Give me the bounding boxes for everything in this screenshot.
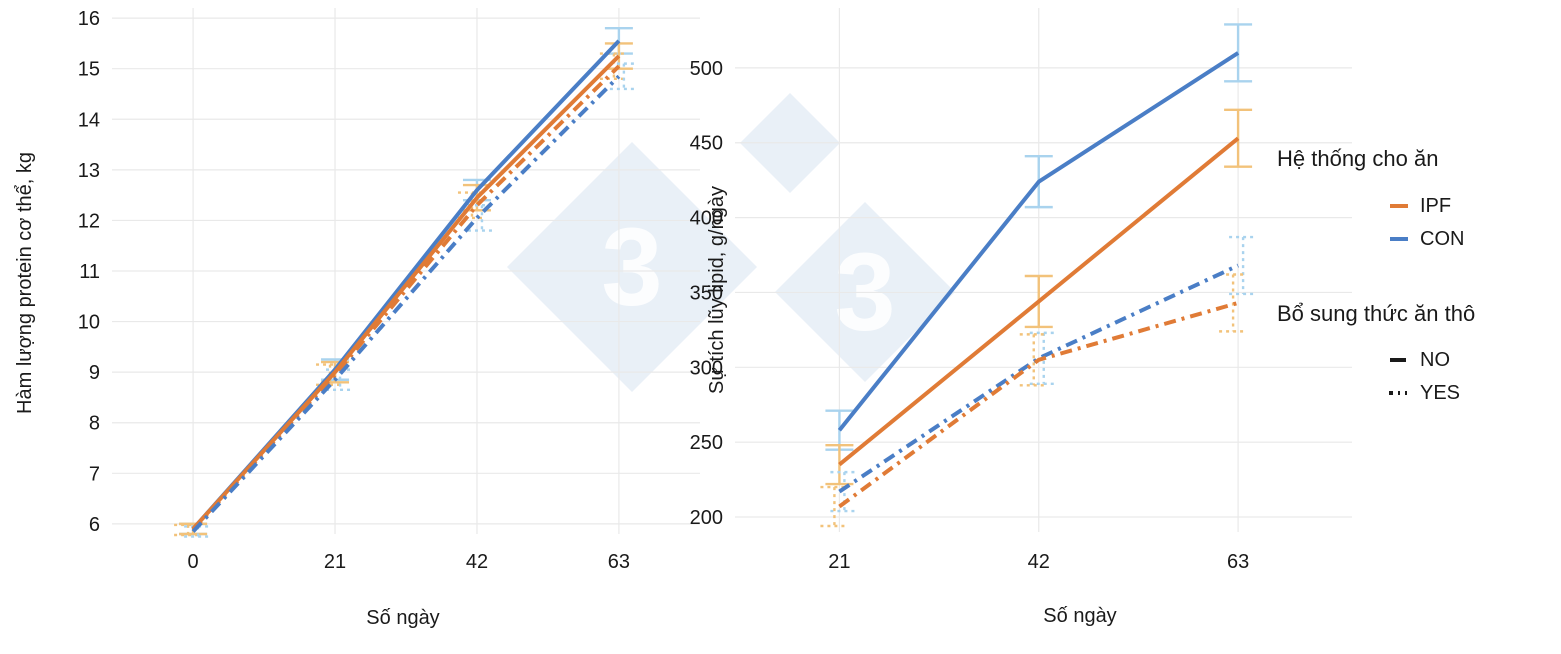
protein-lines <box>191 39 621 533</box>
protein-series-line-ipf-no <box>191 54 621 531</box>
lipid-y-tick-label: 350 <box>690 282 723 304</box>
protein-y-tick-label: 6 <box>89 514 100 536</box>
lipid-y-tick-label: 400 <box>690 208 723 230</box>
legend: Hệ thống cho ăn IPF CON Bổ sung thức ăn … <box>1277 146 1475 404</box>
lipid-lines <box>837 51 1240 509</box>
protein-x-ticks: 0 21 42 63 <box>188 551 630 573</box>
lipid-x-tick-label: 42 <box>1028 551 1050 573</box>
protein-y-tick-label: 10 <box>78 312 100 334</box>
lipid-series-line-con-yes <box>838 263 1239 494</box>
lipid-series-line-con-no <box>837 51 1240 432</box>
legend-feeding-title: Hệ thống cho ăn <box>1277 146 1438 171</box>
lipid-y-tick-label: 300 <box>690 357 723 379</box>
protein-x-tick-label: 42 <box>466 551 488 573</box>
legend-yes-label: YES <box>1420 382 1460 404</box>
lipid-chart: 200 250 300 350 400 450 500 21 42 63 Số ngày Sự … <box>690 8 1352 627</box>
lipid-y-tick-label: 500 <box>690 58 723 80</box>
lipid-y-axis-title: Sự tích lũy lipid, g/ngày <box>706 186 728 394</box>
lipid-x-tick-label: 21 <box>828 551 850 573</box>
legend-roughage-title: Bổ sung thức ăn thô <box>1277 301 1475 326</box>
legend-no-label: NO <box>1420 349 1450 371</box>
lipid-x-axis-title: Số ngày <box>1043 605 1116 627</box>
protein-y-tick-label: 7 <box>89 463 100 485</box>
protein-y-tick-label: 13 <box>78 160 100 182</box>
protein-y-tick-label: 16 <box>78 8 100 30</box>
protein-y-tick-label: 12 <box>78 210 100 232</box>
lipid-grid <box>735 8 1352 532</box>
lipid-y-tick-label: 450 <box>690 133 723 155</box>
protein-y-axis-title: Hàm lượng protein cơ thể, kg <box>14 152 36 414</box>
legend-ipf-label: IPF <box>1420 195 1451 217</box>
protein-y-tick-label: 9 <box>89 362 100 384</box>
watermark: 3 3 <box>507 93 955 392</box>
protein-y-tick-label: 11 <box>79 261 100 283</box>
lipid-x-ticks: 21 42 63 <box>828 551 1249 573</box>
lipid-y-tick-label: 250 <box>690 432 723 454</box>
protein-y-tick-label: 15 <box>78 59 100 81</box>
lipid-y-tick-label: 200 <box>690 507 723 529</box>
protein-chart: 6 7 8 9 10 11 12 13 14 15 16 0 21 42 63 Số ngày Hàm l… <box>14 8 700 629</box>
protein-x-axis-title: Số ngày <box>366 607 439 629</box>
protein-x-tick-label: 21 <box>324 551 346 573</box>
protein-x-tick-label: 0 <box>188 551 199 573</box>
lipid-x-tick-label: 63 <box>1227 551 1249 573</box>
watermark-diamond <box>507 142 757 392</box>
lipid-y-ticks: 200 250 300 350 400 450 500 <box>690 58 723 529</box>
protein-series-line-con-yes <box>191 74 621 533</box>
protein-x-tick-label: 63 <box>608 551 630 573</box>
lipid-series-line-ipf-no <box>838 136 1240 467</box>
lipid-series-line-ipf-yes <box>838 300 1239 509</box>
protein-grid <box>112 8 700 534</box>
protein-y-tick-label: 14 <box>78 109 100 131</box>
protein-y-tick-label: 8 <box>89 413 100 435</box>
watermark-glyph: 3 <box>601 206 662 329</box>
protein-y-ticks: 6 7 8 9 10 11 12 13 14 15 16 <box>78 8 100 536</box>
legend-con-label: CON <box>1420 228 1464 250</box>
